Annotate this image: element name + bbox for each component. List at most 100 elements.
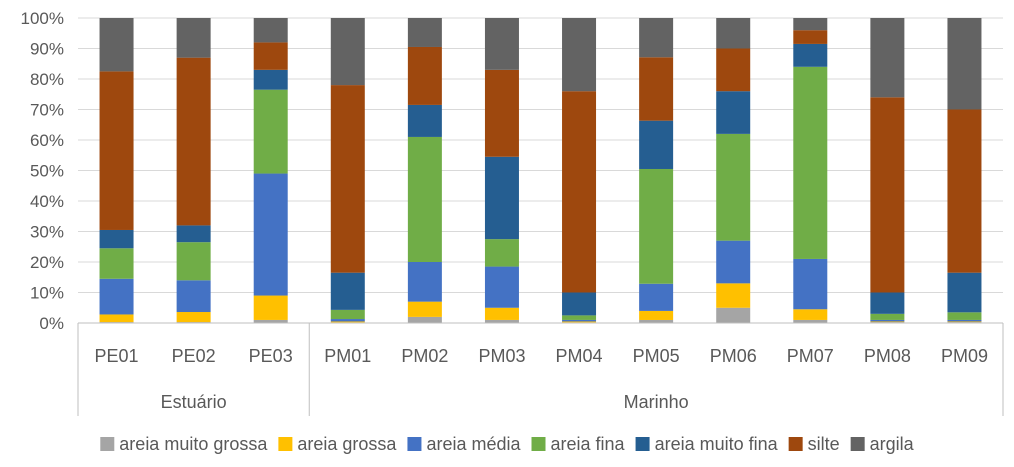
bar-segment: [639, 57, 674, 121]
bar-segment: [639, 319, 674, 323]
x-axis: PE01 PE02 PE03 PM01 PM02 PM03 PM04 PM05 PM06 PM07…: [77, 322, 1004, 416]
legend-swatch: [531, 437, 546, 451]
legend-label: areia fina: [551, 434, 626, 454]
bar-segment: [793, 258, 828, 310]
bar-segment: [793, 43, 828, 67]
bar-segment: [407, 301, 442, 317]
bar-segment: [407, 262, 442, 302]
y-tick-label: 20%: [30, 253, 64, 272]
bar-segment: [716, 240, 751, 284]
bar-segment: [562, 292, 597, 316]
legend-item: areia muito grossa: [100, 434, 268, 454]
legend-item: areia muito fina: [635, 434, 779, 454]
bar-segment: [330, 18, 365, 86]
y-axis-ticks: 0% 10% 20% 30% 40% 50% 60% 70% 80% 90% 100%: [21, 9, 64, 333]
legend-item: areia grossa: [278, 434, 397, 454]
bar-segment: [870, 319, 905, 322]
bar-segment: [562, 321, 597, 323]
bar-segment: [639, 168, 674, 284]
bar-segment: [484, 69, 519, 157]
bar-segment: [716, 91, 751, 134]
legend-label: areia média: [426, 434, 521, 454]
y-tick-label: 90%: [30, 40, 64, 59]
bar-segment: [870, 292, 905, 314]
y-tick-label: 60%: [30, 131, 64, 150]
legend-swatch: [635, 437, 650, 451]
bar-segment: [562, 319, 597, 322]
y-tick-label: 100%: [21, 9, 64, 28]
bar-segment: [253, 173, 288, 296]
bar-segment: [947, 321, 982, 323]
bar-segment: [484, 18, 519, 70]
bar-segment: [947, 319, 982, 322]
bar-segment: [947, 312, 982, 320]
bar-segment: [947, 109, 982, 273]
legend-swatch: [788, 437, 803, 451]
bar-segment: [716, 307, 751, 323]
legend-item: areia média: [407, 434, 521, 454]
legend-swatch: [850, 437, 865, 451]
x-tick-label: PM06: [710, 346, 757, 366]
bar-segment: [484, 156, 519, 240]
legend-label: areia muito grossa: [119, 434, 268, 454]
bar-segment: [99, 248, 134, 279]
legend-swatch: [100, 437, 115, 451]
bar-segment: [947, 272, 982, 313]
x-tick-label: PM09: [941, 346, 988, 366]
legend-label: areia muito fina: [655, 434, 779, 454]
legend-label: silte: [808, 434, 840, 454]
gridlines: [78, 17, 1003, 293]
legend-item: silte: [788, 434, 840, 454]
bar-segment: [407, 18, 442, 47]
bar-segment: [330, 309, 365, 320]
bar-segment: [253, 89, 288, 174]
bar-segment: [562, 315, 597, 320]
bar-segment: [253, 295, 288, 320]
bar-segment: [176, 57, 211, 226]
bar-segment: [716, 283, 751, 308]
y-tick-label: 80%: [30, 70, 64, 89]
legend-label: argila: [870, 434, 915, 454]
x-tick-label: PM08: [864, 346, 911, 366]
bar-segment: [330, 321, 365, 323]
bar-segment: [947, 18, 982, 110]
bar-segment: [562, 18, 597, 92]
bar-segment: [870, 321, 905, 323]
bar-segment: [330, 85, 365, 273]
legend: areia muito grossa areia grossa areia médi…: [100, 434, 915, 454]
bar-segment: [484, 319, 519, 323]
bar-segment: [793, 66, 828, 259]
x-tick-label: PM03: [478, 346, 525, 366]
x-tick-label: PM05: [633, 346, 680, 366]
legend-item: areia fina: [531, 434, 626, 454]
y-tick-label: 30%: [30, 223, 64, 242]
bar-segment: [870, 313, 905, 320]
bar-segment: [562, 91, 597, 293]
bar-segment: [639, 18, 674, 58]
bar-segment: [253, 69, 288, 90]
bar-segment: [484, 239, 519, 267]
legend-swatch: [407, 437, 422, 451]
bar-segment: [407, 136, 442, 262]
legend-item: argila: [850, 434, 915, 454]
bar-segment: [99, 71, 134, 230]
bar-segment: [176, 280, 211, 313]
x-tick-label: PM02: [401, 346, 448, 366]
bar-segment: [253, 42, 288, 70]
bar-segment: [99, 278, 134, 315]
bar-segment: [639, 120, 674, 169]
bar-segment: [253, 319, 288, 323]
bar-segment: [176, 225, 211, 243]
x-tick-label: PM07: [787, 346, 834, 366]
bar-segment: [330, 272, 365, 310]
x-group-label: Marinho: [624, 392, 689, 412]
bar-segment: [870, 97, 905, 293]
bar-segment: [330, 319, 365, 322]
y-tick-label: 50%: [30, 162, 64, 181]
x-group-label: Estuário: [161, 392, 227, 412]
bar-segment: [716, 48, 751, 92]
bar-segment: [176, 242, 211, 281]
bar-segment: [639, 310, 674, 320]
bar-segment: [99, 229, 134, 249]
